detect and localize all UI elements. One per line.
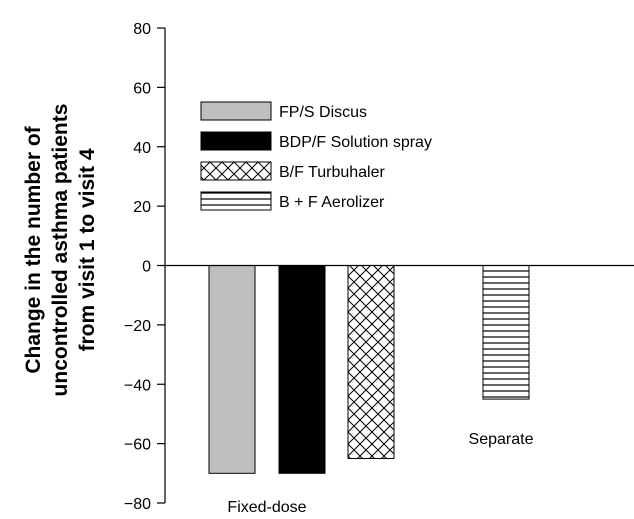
legend-label: B + F Aerolizer <box>279 194 385 211</box>
y-tick-label: 80 <box>133 21 151 38</box>
y-tick-label: −20 <box>124 318 151 335</box>
y-axis-label-line: uncontrolled asthma patients <box>49 104 72 397</box>
y-axis-label-line: Change in the number of <box>22 125 45 373</box>
y-tick-label: −40 <box>124 377 151 394</box>
legend-swatch <box>200 161 272 181</box>
legend-swatch <box>200 191 272 211</box>
y-axis-label: Change in the number of uncontrolled asth… <box>22 104 99 397</box>
legend: FP/S Discus BDP/F Solution spray B/F Turbu… <box>200 101 432 211</box>
group-label: Fixed-dose <box>227 499 306 516</box>
bar-b-f-turbuhaler <box>347 265 395 459</box>
group-labels: Fixed-dose Separate <box>227 431 533 516</box>
legend-swatch <box>200 131 272 151</box>
legend-swatch <box>200 101 272 121</box>
y-tick-label: 0 <box>142 259 151 276</box>
y-axis-label-line: from visit 1 to visit 4 <box>76 148 99 351</box>
bar-b-f-aerolizer <box>482 265 530 400</box>
legend-label: FP/S Discus <box>279 104 367 121</box>
bar-bdp-f-solution-spray <box>278 265 326 474</box>
legend-label: B/F Turbuhaler <box>279 164 386 181</box>
y-tick-label: 40 <box>133 140 151 157</box>
group-label: Separate <box>469 431 534 448</box>
y-tick-label: −80 <box>124 496 151 513</box>
legend-label: BDP/F Solution spray <box>279 134 432 151</box>
y-tick-label: 60 <box>133 80 151 97</box>
y-axis-ticks: 80 60 40 20 0 −20 −40 −60 −80 <box>124 21 165 513</box>
bar-fp-s-discus <box>208 265 256 474</box>
y-tick-label: 20 <box>133 199 151 216</box>
bars <box>208 265 530 474</box>
y-tick-label: −60 <box>124 437 151 454</box>
